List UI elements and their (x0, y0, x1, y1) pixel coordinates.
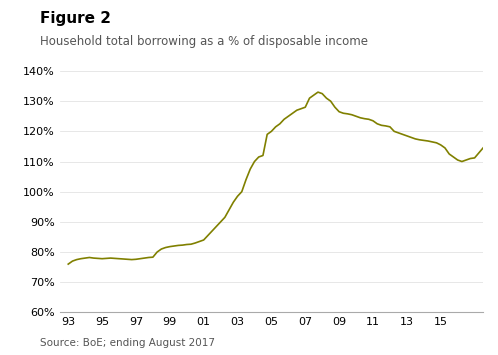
Text: Source: BoE; ending August 2017: Source: BoE; ending August 2017 (40, 338, 215, 348)
Text: Household total borrowing as a % of disposable income: Household total borrowing as a % of disp… (40, 36, 368, 49)
Text: Figure 2: Figure 2 (40, 11, 111, 26)
